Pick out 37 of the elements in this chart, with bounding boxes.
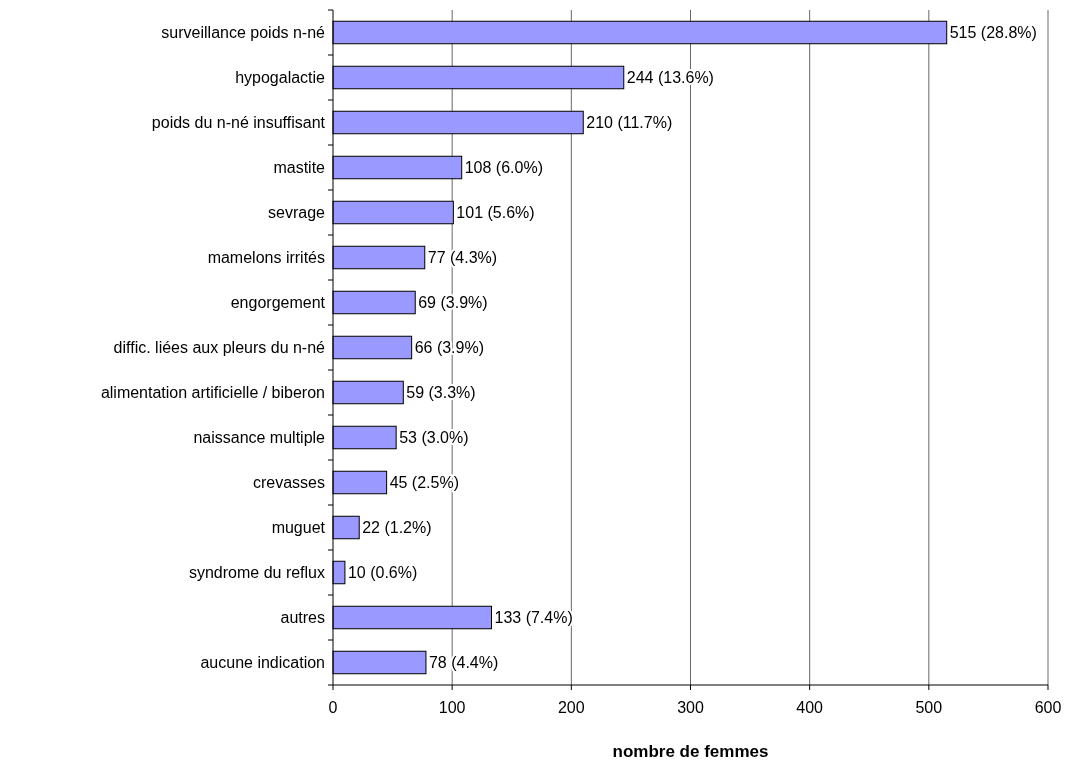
data-label: 133 (7.4%): [494, 609, 573, 627]
x-tick-label: 100: [438, 699, 466, 716]
y-tick-label: hypogalactie: [235, 69, 326, 87]
x-axis-title: nombre de femmes: [612, 742, 769, 761]
y-tick-label: syndrome du reflux: [188, 564, 325, 582]
data-label: 66 (3.9%): [414, 339, 485, 357]
y-tick-label: diffic. liées aux pleurs du n-né: [113, 339, 326, 357]
x-tick-label: 400: [796, 699, 824, 716]
data-label: 515 (28.8%): [949, 24, 1037, 42]
y-tick-label: crevasses: [252, 474, 325, 492]
data-label: 77 (4.3%): [427, 249, 498, 267]
y-tick-label: autres: [280, 609, 325, 627]
x-tick-label: 500: [915, 699, 943, 716]
data-label: 210 (11.7%): [586, 114, 673, 132]
data-label: 10 (0.6%): [347, 564, 418, 582]
data-label: 78 (4.4%): [428, 654, 499, 672]
data-label: 53 (3.0%): [399, 429, 469, 447]
x-tick-label: 200: [557, 699, 585, 716]
y-tick-label: poids du n-né insuffisant: [151, 114, 326, 132]
x-tick-label: 300: [677, 699, 704, 716]
data-label: 45 (2.5%): [389, 474, 459, 492]
y-tick-label: alimentation artificielle / biberon: [100, 384, 325, 402]
y-tick-label: sevrage: [268, 204, 326, 222]
y-tick-label: mamelons irrités: [207, 249, 325, 267]
y-tick-label: muguet: [271, 519, 326, 537]
y-tick-label: aucune indication: [200, 654, 325, 672]
data-label: 22 (1.2%): [362, 519, 432, 537]
data-label: 108 (6.0%): [464, 159, 543, 177]
x-tick-label: 600: [1034, 699, 1062, 716]
x-tick-label: 0: [328, 699, 338, 716]
y-tick-label: naissance multiple: [193, 429, 326, 447]
data-label: 101 (5.6%): [456, 204, 535, 222]
y-tick-label: mastite: [273, 159, 326, 177]
data-label: 59 (3.3%): [406, 384, 476, 402]
y-tick-label: engorgement: [230, 294, 326, 312]
data-label: 69 (3.9%): [418, 294, 488, 312]
y-tick-label: surveillance poids n-né: [161, 24, 326, 42]
